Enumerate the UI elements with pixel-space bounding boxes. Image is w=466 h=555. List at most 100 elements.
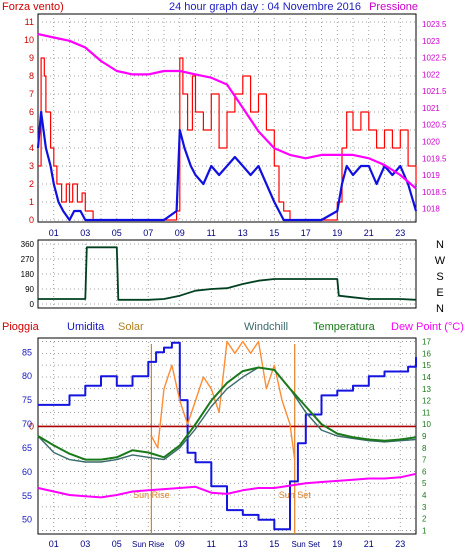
direction-tick-label: 90 bbox=[25, 285, 34, 294]
temperature-humidity-x-ticks: 01 03 05 Sun Rise 09 11 13 15 Sun Set 19 21 23 bbox=[49, 539, 406, 549]
wind-tick-label: 7 bbox=[29, 89, 34, 99]
wind-tick-label: 9 bbox=[29, 53, 34, 63]
humidity-tick-label: 80 bbox=[22, 371, 32, 381]
compass-label: S bbox=[436, 271, 443, 283]
wind-gust-line bbox=[36, 110, 418, 222]
x-tick-label: 21 bbox=[364, 539, 374, 549]
x-tick-label: 05 bbox=[112, 228, 122, 238]
humidity-tick-label: 55 bbox=[22, 491, 32, 501]
pressure-axis-title: Pressione bbox=[369, 1, 418, 13]
wind-tick-label: 8 bbox=[29, 71, 34, 81]
x-tick-label: Sun Rise bbox=[132, 540, 165, 549]
humidity-tick-label: 50 bbox=[22, 515, 32, 525]
temperature-tick-label: 17 bbox=[422, 338, 431, 347]
direction-tick-label: 180 bbox=[21, 270, 35, 279]
wind-pressure-series bbox=[36, 33, 418, 222]
x-tick-label: 15 bbox=[269, 228, 279, 238]
x-tick-label: 01 bbox=[49, 539, 59, 549]
x-tick-label: 15 bbox=[269, 539, 279, 549]
compass-label: W bbox=[435, 255, 446, 267]
wind-tick-label: 2 bbox=[29, 179, 34, 189]
x-tick-label: 13 bbox=[238, 539, 248, 549]
windchill-line bbox=[37, 366, 417, 463]
pressure-tick-label: 1022.5 bbox=[422, 54, 447, 63]
x-tick-label: Sun Set bbox=[292, 540, 321, 549]
wind-tick-label: 5 bbox=[29, 125, 34, 135]
humidity-tick-label: 75 bbox=[22, 395, 32, 405]
x-tick-label: 19 bbox=[332, 539, 342, 549]
humidity-line bbox=[38, 341, 417, 531]
temperature-tick-label: 7 bbox=[422, 456, 427, 465]
wind-pressure-x-ticks: 01 03 05 07 09 11 13 15 17 19 21 23 bbox=[49, 228, 406, 238]
temperature-tick-label: 9 bbox=[422, 432, 427, 441]
temperature-tick-label: 15 bbox=[422, 361, 431, 370]
x-tick-label: 03 bbox=[80, 539, 90, 549]
direction-grid bbox=[38, 240, 416, 308]
x-tick-label: 23 bbox=[395, 228, 405, 238]
pressure-tick-label: 1021.5 bbox=[422, 87, 447, 96]
pressure-tick-label: 1022 bbox=[422, 70, 440, 79]
humidity-tick-label: 70 bbox=[22, 419, 32, 429]
dewpoint-label: Dew Point (°C) bbox=[391, 321, 464, 333]
temperature-tick-label: 1 bbox=[422, 526, 427, 535]
x-tick-label: 03 bbox=[80, 228, 90, 238]
x-tick-label: 09 bbox=[175, 539, 185, 549]
wind-tick-label: 6 bbox=[29, 107, 34, 117]
x-tick-label: 21 bbox=[364, 228, 374, 238]
x-tick-label: 05 bbox=[112, 539, 122, 549]
x-tick-label: 09 bbox=[175, 228, 185, 238]
humidity-tick-label: 65 bbox=[22, 443, 32, 453]
humidity-tick-label: 60 bbox=[22, 467, 32, 477]
pressure-axis-ticks: 1018 1018.5 1019 1019.5 1020 1020.5 1021 1021.5… bbox=[422, 20, 447, 214]
wind-tick-label: 4 bbox=[29, 143, 34, 153]
x-tick-label: 19 bbox=[332, 228, 342, 238]
compass-label: E bbox=[436, 287, 443, 299]
rain-zero-label: 0 bbox=[29, 421, 34, 431]
pressure-tick-label: 1023.5 bbox=[422, 20, 447, 29]
windchill-label: Windchill bbox=[244, 321, 288, 333]
pressure-tick-label: 1019 bbox=[422, 171, 440, 180]
wind-direction-line bbox=[38, 246, 417, 301]
x-tick-label: 11 bbox=[207, 228, 216, 238]
temperature-tick-label: 4 bbox=[422, 491, 427, 500]
temperature-tick-label: 10 bbox=[422, 420, 431, 429]
humidity-tick-label: 85 bbox=[22, 347, 32, 357]
sun-set-annotation: Sun Set bbox=[279, 490, 312, 500]
temperature-tick-label: 6 bbox=[422, 467, 427, 476]
wind-tick-label: 10 bbox=[24, 35, 34, 45]
direction-axis-ticks: 0 90 180 270 360 bbox=[21, 240, 35, 309]
x-tick-label: 07 bbox=[143, 228, 153, 238]
graph-title: 24 hour graph day : 04 Novembre 2016 bbox=[169, 1, 361, 13]
direction-tick-label: 360 bbox=[21, 240, 35, 249]
wind-tick-label: 1 bbox=[29, 197, 34, 207]
temperature-humidity-series: Sun Rise Sun Set bbox=[37, 340, 417, 534]
wind-axis-title: Forza vento) bbox=[2, 1, 64, 13]
temperature-tick-label: 8 bbox=[422, 444, 427, 453]
temperature-tick-label: 16 bbox=[422, 349, 431, 358]
pressure-tick-label: 1020 bbox=[422, 137, 440, 146]
pressure-tick-label: 1018 bbox=[422, 205, 440, 214]
wind-tick-label: 11 bbox=[25, 17, 34, 27]
x-tick-label: 01 bbox=[49, 228, 59, 238]
direction-tick-label: 0 bbox=[30, 300, 35, 309]
direction-tick-label: 270 bbox=[21, 255, 35, 264]
compass-label: N bbox=[436, 303, 444, 315]
dewpoint-line bbox=[37, 472, 417, 499]
temperature-tick-label: 3 bbox=[422, 503, 427, 512]
humidity-label: Umidita bbox=[67, 321, 105, 333]
compass-label: N bbox=[436, 239, 444, 251]
pressure-tick-label: 1019.5 bbox=[422, 154, 447, 163]
pressure-tick-label: 1018.5 bbox=[422, 188, 447, 197]
solar-label: Solar bbox=[118, 321, 144, 333]
wind-axis-ticks: 0 1 2 3 4 5 6 7 8 9 10 11 bbox=[24, 17, 34, 225]
x-tick-label: 13 bbox=[238, 228, 248, 238]
pressure-tick-label: 1023 bbox=[422, 37, 440, 46]
rain-label: Pioggia bbox=[2, 321, 40, 333]
temperature-tick-label: 12 bbox=[422, 397, 431, 406]
wind-tick-label: 3 bbox=[29, 161, 34, 171]
direction-series bbox=[38, 246, 417, 301]
temperature-tick-label: 11 bbox=[422, 408, 431, 417]
